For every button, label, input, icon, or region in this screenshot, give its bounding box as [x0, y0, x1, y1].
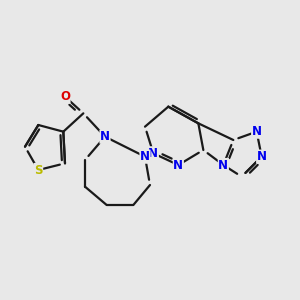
Text: N: N: [257, 150, 267, 163]
Text: S: S: [34, 164, 43, 176]
Text: N: N: [252, 125, 262, 138]
Text: N: N: [148, 147, 158, 160]
Text: N: N: [140, 150, 150, 163]
Text: N: N: [173, 158, 183, 172]
Text: N: N: [218, 158, 228, 172]
Text: N: N: [100, 130, 110, 143]
Text: O: O: [60, 90, 70, 103]
